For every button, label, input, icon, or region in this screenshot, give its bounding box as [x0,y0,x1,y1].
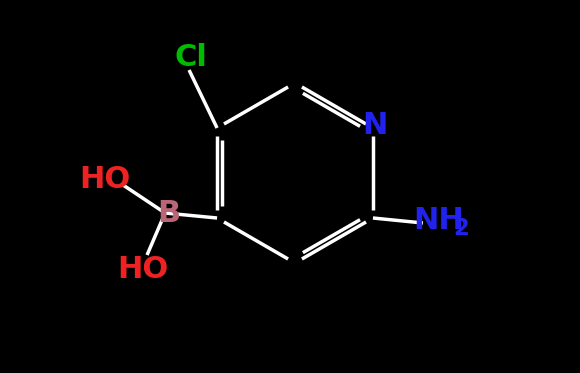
Text: Cl: Cl [175,44,208,72]
Text: NH: NH [414,206,465,235]
Text: HO: HO [79,166,130,194]
Text: 2: 2 [453,216,469,239]
Text: HO: HO [117,254,169,283]
Text: N: N [362,112,387,141]
Text: B: B [158,198,180,228]
